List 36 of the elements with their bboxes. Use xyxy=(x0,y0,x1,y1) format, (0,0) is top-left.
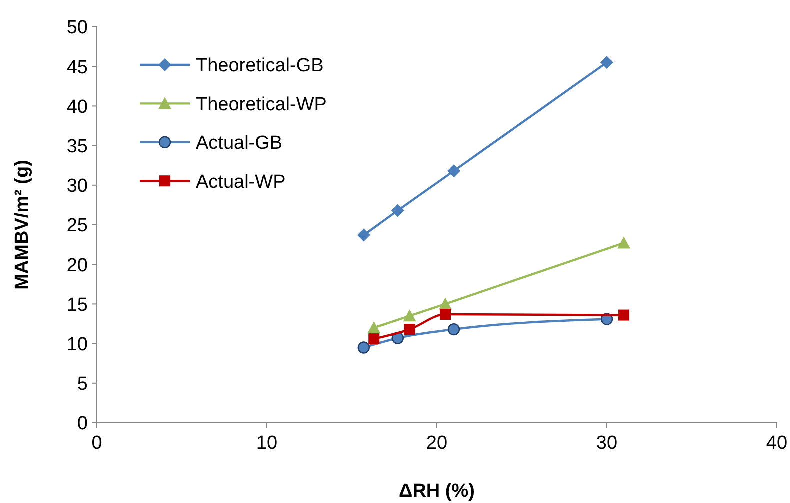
point xyxy=(403,310,416,322)
y-tick-label: 50 xyxy=(66,18,88,39)
y-tick-label: 35 xyxy=(66,136,88,158)
point xyxy=(368,334,380,345)
y-tick-label: 10 xyxy=(66,334,88,356)
point xyxy=(600,56,614,70)
point xyxy=(440,308,451,320)
point xyxy=(391,204,404,218)
point xyxy=(404,324,416,336)
point xyxy=(357,228,370,242)
legend-label: Theoretical-GB xyxy=(196,56,324,77)
point xyxy=(448,323,460,336)
point xyxy=(358,342,370,354)
point xyxy=(618,236,630,249)
point xyxy=(618,310,630,321)
y-tick-label: 15 xyxy=(66,294,88,316)
x-tick-label: 40 xyxy=(766,433,788,454)
legend-label: Theoretical-WP xyxy=(196,94,327,116)
point xyxy=(368,321,381,334)
point xyxy=(439,298,452,310)
y-axis-title: MAMBV/m² (g) xyxy=(12,160,33,290)
legend-label: Actual-GB xyxy=(196,133,283,154)
point xyxy=(448,164,460,178)
y-tick-label: 40 xyxy=(66,96,88,118)
y-tick-label: 45 xyxy=(66,57,88,78)
x-tick-label: 30 xyxy=(596,433,618,454)
y-tick-label: 0 xyxy=(77,414,88,435)
x-tick-label: 20 xyxy=(426,433,448,454)
x-tick-label: 0 xyxy=(92,433,102,454)
y-tick-label: 5 xyxy=(77,374,88,396)
x-tick-label: 10 xyxy=(256,433,278,454)
legend-label: Actual-WP xyxy=(196,172,286,193)
x-axis-title: ΔRH (%) xyxy=(399,481,475,502)
y-tick-label: 20 xyxy=(66,255,88,276)
y-tick-label: 25 xyxy=(66,216,88,237)
y-tick-label: 30 xyxy=(66,176,88,198)
